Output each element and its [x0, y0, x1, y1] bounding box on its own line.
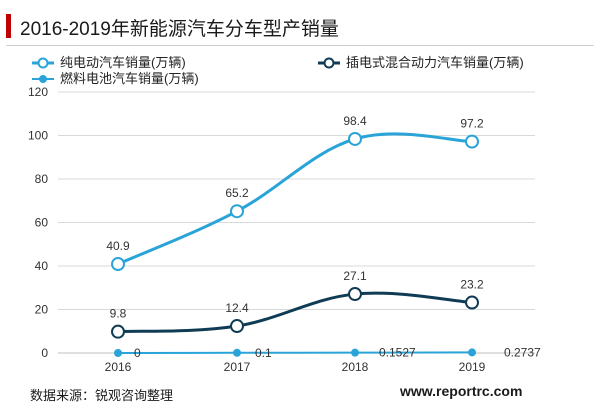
data-point-1-0 — [111, 324, 125, 339]
data-label-0-1: 65.2 — [225, 186, 249, 200]
data-point-1-3 — [465, 295, 479, 310]
data-point-0-2 — [348, 131, 362, 146]
legend-item-1: 插电式混合动力汽车销量(万辆) — [318, 55, 524, 70]
data-label-2-2: 0.1527 — [379, 346, 416, 360]
grid-lines — [58, 91, 535, 310]
legend: 纯电动汽车销量(万辆) 插电式混合动力汽车销量(万辆) 燃料电池汽车销量(万辆) — [32, 55, 524, 86]
title-accent-bar — [6, 14, 11, 38]
legend-item-0: 纯电动汽车销量(万辆) — [32, 55, 186, 70]
data-source: 数据来源：锐观咨询整理 — [30, 388, 174, 403]
x-tick-label-2017: 2017 — [224, 360, 251, 374]
data-label-0-3: 97.2 — [460, 117, 484, 131]
legend-swatch-marker-1 — [323, 57, 335, 69]
data-label-1-0: 9.8 — [110, 307, 127, 321]
data-point-2-1 — [233, 348, 241, 357]
data-point-2-0 — [114, 349, 122, 357]
y-tick-label-60: 60 — [35, 216, 49, 230]
title-divider — [6, 45, 594, 46]
data-label-2-0: 0 — [134, 346, 141, 360]
data-point-1-2 — [348, 287, 362, 302]
data-label-1-2: 27.1 — [343, 269, 367, 283]
y-tick-label-100: 100 — [28, 129, 48, 143]
x-tick-label-2018: 2018 — [342, 360, 369, 374]
legend-label-1: 插电式混合动力汽车销量(万辆) — [346, 55, 524, 70]
data-label-1-3: 23.2 — [460, 278, 484, 292]
y-tick-label-80: 80 — [35, 172, 49, 186]
data-label-0-2: 98.4 — [343, 114, 367, 128]
y-axis: 0 20 40 60 80 100 120 — [28, 85, 48, 360]
y-tick-label-0: 0 — [41, 346, 48, 360]
data-point-0-3 — [465, 134, 479, 149]
data-point-2-2 — [351, 348, 359, 357]
x-tick-label-2016: 2016 — [105, 360, 132, 374]
data-label-0-0: 40.9 — [106, 239, 130, 253]
data-label-1-1: 12.4 — [225, 301, 249, 315]
series-line-1 — [116, 291, 474, 334]
series-line-2 — [117, 351, 473, 354]
title-bar: 2016-2019年新能源汽车分车型产销量 — [0, 0, 600, 46]
y-tick-label-20: 20 — [35, 303, 49, 317]
series-0: 40.9 65.2 98.4 97.2 — [106, 114, 484, 272]
data-label-2-1: 0.1 — [255, 346, 272, 360]
legend-label-2: 燃料电池汽车销量(万辆) — [60, 71, 199, 86]
series-1: 9.8 12.4 27.1 23.2 — [110, 269, 484, 339]
page-title: 2016-2019年新能源汽车分车型产销量 — [20, 19, 339, 40]
legend-swatch-marker-0 — [37, 57, 49, 69]
y-tick-label-40: 40 — [35, 259, 49, 273]
legend-swatch-marker-2 — [39, 75, 47, 83]
series-line-0 — [116, 132, 474, 266]
series-2: 0 0.1 0.1527 0.2737 — [114, 345, 541, 360]
series-group: 40.9 65.2 98.4 97.2 9.8 12.4 27.1 23.2 0 0.1 0.152… — [106, 114, 541, 360]
data-label-2-3: 0.2737 — [504, 345, 541, 359]
x-axis: 2016 2017 2018 2019 — [58, 352, 535, 374]
x-tick-label-2019: 2019 — [459, 360, 486, 374]
data-point-0-1 — [230, 204, 244, 219]
legend-label-0: 纯电动汽车销量(万辆) — [60, 55, 186, 70]
y-tick-label-120: 120 — [28, 85, 48, 99]
data-point-0-0 — [111, 257, 125, 272]
legend-item-2: 燃料电池汽车销量(万辆) — [32, 71, 199, 86]
data-point-2-3 — [468, 348, 476, 357]
website-label: www.reportrc.com — [400, 383, 523, 399]
data-point-1-1 — [230, 319, 244, 334]
